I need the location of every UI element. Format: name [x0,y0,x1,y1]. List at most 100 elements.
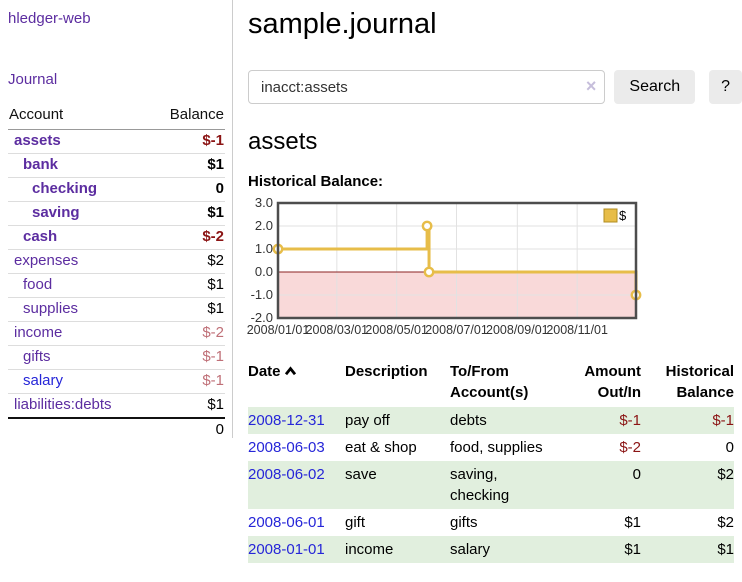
account-row: liabilities:debts $1 [8,393,225,419]
sidebar-account-link[interactable]: checking [32,180,98,197]
register-description-cell: save [345,461,450,509]
accounts-total-value: 0 [148,417,225,442]
account-name-cell: assets [8,129,149,154]
sidebar-account-link[interactable]: cash [23,228,58,245]
search-button[interactable]: Search [614,70,696,104]
account-balance: $-1 [148,129,225,154]
account-name-cell: income [8,321,149,346]
register-amount-cell: $1 [624,514,641,531]
account-row: saving $1 [8,201,225,226]
register-accounts-cell: salary [450,536,580,563]
clear-search-icon[interactable]: × [585,76,597,96]
y-tick-label: 1.0 [255,241,273,256]
sidebar-account-link[interactable]: saving [32,204,80,221]
register-balance-cell: $2 [717,514,734,531]
account-name-cell: supplies [8,297,149,322]
accounts-header-row: Account Balance [8,104,225,130]
register-date-cell: 2008-01-01 [248,536,345,563]
register-row: 2008-06-03 eat & shop food, supplies $-2 0 [248,434,734,461]
account-row: income $-2 [8,321,225,346]
register-balance-cell: $-1 [641,407,734,434]
account-row: food $1 [8,273,225,298]
register-row: 2008-01-01 income salary $1 $1 [248,536,734,563]
page-title: sample.journal [248,8,437,40]
accounts-table: Account Balance assets $-1 bank $1 checking 0… [8,104,225,442]
historical-balance-chart: $3.0 2.0 1.0 0.0 -1.0 -2.02008/01/012008/03/0… [247,195,642,337]
account-balance: $-1 [148,345,225,370]
account-name-cell: food [8,273,149,298]
account-row: assets $-1 [8,129,225,154]
y-tick-label: 2.0 [255,218,273,233]
register-accounts-cell: saving, checking [450,461,580,509]
search-form: × Search ? [248,70,742,104]
sidebar-account-link[interactable]: expenses [14,252,79,269]
x-tick-label: 2008/05/01 [365,323,428,337]
account-balance: $1 [148,393,225,419]
legend-swatch [603,208,618,223]
account-balance: $-2 [148,321,225,346]
register-accounts-cell: debts [450,407,580,434]
register-accounts-cell: gifts [450,514,478,531]
transaction-date-link[interactable]: 2008-06-01 [248,514,325,531]
plot-border [276,201,638,320]
account-section-title: assets [248,128,318,155]
sidebar-account-link[interactable]: assets [14,132,61,149]
register-description-cell: gift [345,514,366,531]
account-row: expenses $2 [8,249,225,274]
sidebar-account-link[interactable]: food [23,276,53,293]
account-name-cell: salary [8,369,149,394]
account-row: salary $-1 [8,369,225,394]
register-row: 2008-06-02 save saving, checking 0 $2 [248,461,734,509]
register-balance-cell: $2 [641,461,734,509]
app-brand-link[interactable]: hledger-web [8,10,91,27]
account-row: supplies $1 [8,297,225,322]
account-row: cash $-2 [8,225,225,250]
help-button[interactable]: ? [709,70,742,104]
account-name-cell: gifts [8,345,149,370]
register-date-cell: 2008-06-02 [248,461,345,509]
register-amount-cell: $-1 [580,407,641,434]
register-date-cell: 2008-06-01 [248,509,345,536]
x-tick-label: 2008/09/01 [486,323,549,337]
sidebar-account-link[interactable]: income [14,324,63,341]
x-tick-label: 2008/11/01 [546,323,608,337]
y-tick-label: -2.0 [251,310,273,325]
account-balance: $1 [148,273,225,298]
sidebar-account-link[interactable]: supplies [23,300,79,317]
account-balance: $-1 [148,369,225,394]
register-header-balance: Historical Balance [665,363,734,401]
register-description-cell: eat & shop [345,439,417,456]
sidebar-divider [232,0,233,438]
search-input[interactable] [248,70,606,104]
sidebar-account-link[interactable]: salary [23,372,64,389]
transaction-date-link[interactable]: 2008-01-01 [248,541,325,558]
register-header-date[interactable]: Date [248,359,345,407]
register-amount-cell: 0 [580,461,641,509]
account-row: bank $1 [8,153,225,178]
account-name-cell: checking [8,177,149,202]
transaction-date-link[interactable]: 2008-12-31 [248,412,325,429]
sidebar-account-link[interactable]: gifts [23,348,51,365]
register-date-cell: 2008-06-03 [248,434,345,461]
transaction-date-link[interactable]: 2008-06-02 [248,466,325,483]
register-accounts-cell: food, supplies [450,439,543,456]
y-tick-label: -1.0 [251,287,273,302]
register-header-accounts: To/From Account(s) [450,363,529,401]
sidebar-item-journal[interactable]: Journal [8,71,58,88]
account-name-cell: expenses [8,249,149,274]
register-header-date-label: Date [248,363,281,380]
register-header-row: Date Description To/From Account(s) Amou… [248,359,734,407]
account-balance: $1 [148,153,225,178]
register-balance-cell: $1 [641,536,734,563]
accounts-total-spacer [8,417,149,442]
y-tick-label: 0.0 [255,264,273,279]
sidebar-account-link[interactable]: bank [23,156,59,173]
accounts-header-balance: Balance [148,104,225,130]
register-balance-cell: 0 [725,439,734,456]
sidebar-account-link[interactable]: liabilities:debts [14,396,112,413]
transaction-date-link[interactable]: 2008-06-03 [248,439,325,456]
account-name-cell: liabilities:debts [8,393,149,419]
register-amount-cell: $-2 [619,439,641,456]
accounts-header-account: Account [8,104,149,130]
